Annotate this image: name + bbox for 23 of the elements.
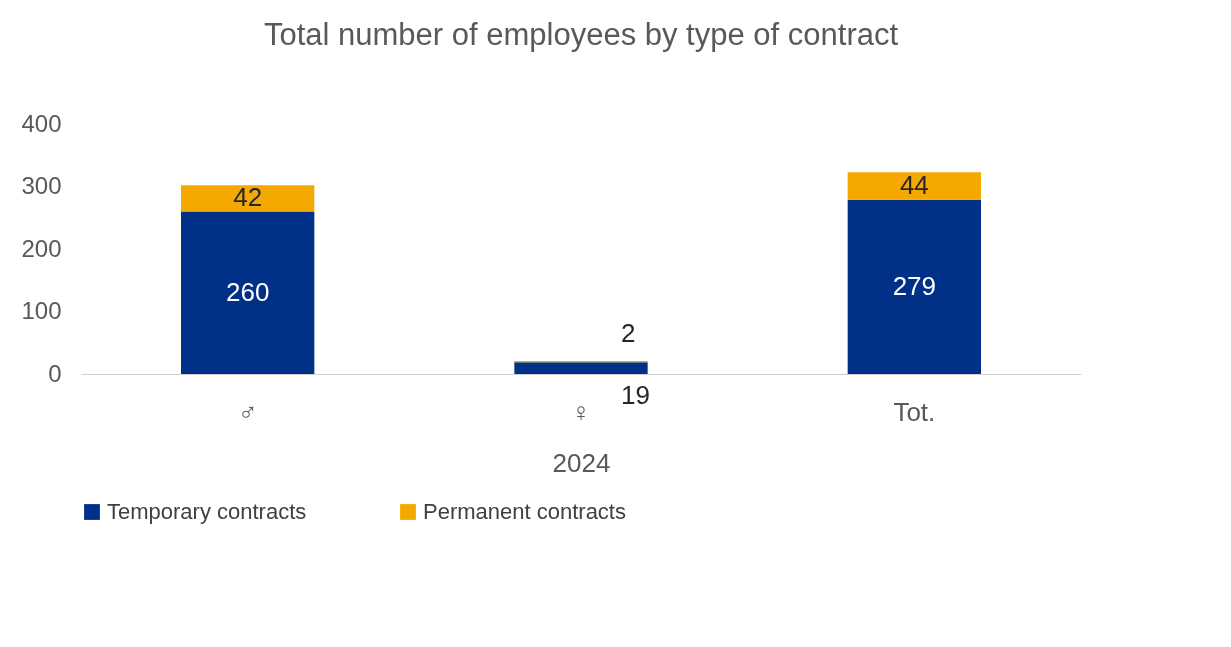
- data-label: 2: [621, 317, 636, 348]
- y-tick-label: 0: [48, 359, 62, 387]
- x-tick-label: Tot.: [893, 396, 936, 427]
- data-label: 42: [233, 182, 263, 213]
- bar: [847, 199, 981, 374]
- data-label: 19: [621, 380, 650, 411]
- bar: [181, 185, 315, 212]
- x-axis-title: 2024: [552, 447, 611, 478]
- x-tick-label: ♂: [237, 396, 258, 427]
- y-tick-label: 100: [21, 297, 62, 324]
- y-tick-label: 400: [21, 109, 62, 137]
- data-label: 260: [225, 276, 270, 307]
- legend-label: Permanent contracts: [423, 499, 626, 524]
- bar: [514, 362, 648, 374]
- y-tick-label: 300: [21, 172, 62, 199]
- data-label: 279: [892, 270, 937, 301]
- x-tick-label: ♀: [571, 396, 591, 427]
- legend-label: Temporary contracts: [107, 499, 307, 524]
- bar: [847, 172, 981, 200]
- bar: [181, 211, 315, 374]
- data-label: 44: [899, 169, 929, 200]
- chart-title: Total number of employees by type of contract: [263, 17, 899, 52]
- y-tick-label: 200: [21, 234, 62, 262]
